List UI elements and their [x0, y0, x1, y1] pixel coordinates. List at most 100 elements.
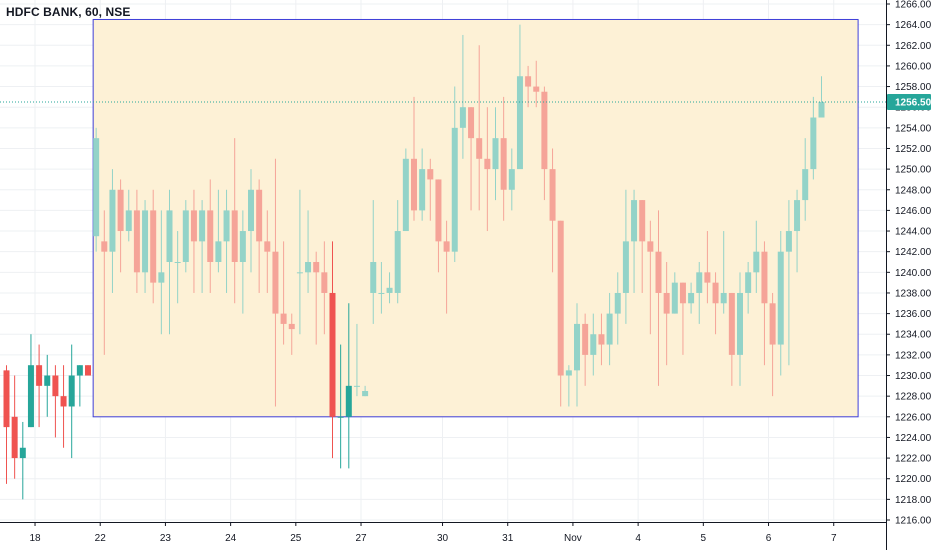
candle-body [802, 169, 809, 201]
candle-body [533, 86, 540, 92]
candle-body [337, 416, 344, 418]
candle-body [272, 251, 279, 314]
candle [125, 189, 132, 242]
candle-body [378, 292, 385, 294]
candle-body [166, 210, 173, 262]
x-tick-label: 5 [701, 533, 707, 544]
x-tick-label: 7 [831, 533, 837, 544]
candle-body [174, 262, 181, 263]
candle-body [231, 210, 238, 262]
candle [557, 220, 564, 407]
price-axis[interactable]: 1216.00 1218.00 1220.00 1222.00 1224.00 1226.… [886, 0, 932, 527]
y-tick-label: 1242.00 [895, 247, 932, 258]
candle [769, 292, 776, 397]
candle [533, 60, 540, 108]
candle-body [182, 210, 189, 262]
candle-body [11, 416, 18, 459]
candle-body [500, 138, 507, 190]
y-tick-label: 1238.00 [895, 288, 932, 299]
candle [296, 189, 303, 335]
candle-body [516, 76, 523, 170]
candle [305, 210, 312, 293]
candle [606, 292, 613, 366]
candle [720, 231, 727, 314]
candle [142, 200, 149, 293]
candle-body [158, 272, 165, 283]
candle [411, 96, 417, 221]
y-tick-label: 1250.00 [895, 165, 932, 176]
candle-body [288, 323, 295, 330]
last-price-tag: 1256.50 [887, 94, 932, 111]
time-axis[interactable]: 18 22 23 24 25 27 30 31 Nov 4 5 6 7 [29, 522, 837, 544]
candle-body [468, 107, 475, 139]
candle [280, 241, 287, 345]
y-tick-label: 1266.00 [895, 0, 932, 11]
candle-body [386, 287, 393, 293]
candle-body [248, 189, 254, 232]
candle-body [590, 334, 597, 355]
candle-body [647, 241, 654, 252]
candle [174, 231, 181, 304]
candle [109, 169, 116, 293]
candle-body [712, 282, 719, 304]
candle [565, 365, 572, 407]
candle [639, 200, 646, 293]
candle [590, 313, 597, 376]
candle [574, 303, 580, 407]
candle [207, 179, 214, 293]
candle-body [199, 210, 206, 242]
candle [492, 107, 499, 201]
candle [36, 344, 43, 428]
y-tick-label: 1240.00 [895, 268, 932, 279]
candle [631, 189, 638, 293]
y-tick-label: 1244.00 [895, 227, 932, 238]
candle-body [223, 210, 230, 242]
candle-body [345, 385, 352, 417]
candle [60, 365, 67, 448]
candle [419, 148, 426, 221]
candle [785, 200, 792, 366]
candle [150, 189, 157, 304]
candle [451, 86, 458, 262]
candle [688, 282, 695, 314]
x-tick-label: Nov [564, 533, 582, 544]
x-tick-label: 22 [95, 533, 107, 544]
candle [500, 96, 507, 221]
candle [753, 220, 760, 293]
candle-body [207, 210, 214, 262]
candle [370, 200, 377, 324]
candle [582, 313, 589, 386]
candle-body [761, 251, 768, 304]
y-tick-label: 1228.00 [895, 392, 932, 403]
candle-body [688, 292, 695, 304]
candle [44, 354, 51, 417]
y-tick-label: 1262.00 [895, 41, 932, 52]
candle-body [785, 231, 792, 252]
candle [248, 169, 254, 273]
candle-body [394, 231, 401, 293]
candle-body [549, 169, 556, 221]
x-tick-label: 25 [290, 533, 302, 544]
candle-body [753, 251, 760, 273]
candle-body [68, 375, 75, 407]
candle-body [818, 102, 825, 118]
y-tick-label: 1232.00 [895, 350, 932, 361]
candle-body [671, 282, 678, 314]
candle-body [794, 200, 801, 232]
candle-body [606, 313, 613, 345]
candle [696, 262, 703, 324]
y-tick-label: 1248.00 [895, 185, 932, 196]
candle [378, 262, 385, 314]
candle [166, 189, 173, 335]
y-tick-label: 1252.00 [895, 144, 932, 155]
candle [435, 179, 442, 273]
candle-body [109, 189, 116, 252]
candle [288, 313, 295, 355]
candle [761, 241, 768, 366]
candle [810, 96, 817, 180]
candle-body [76, 365, 83, 376]
candle-body [133, 210, 140, 273]
candle-body [101, 241, 108, 252]
candle-body [484, 158, 491, 170]
candle-body [362, 391, 369, 397]
